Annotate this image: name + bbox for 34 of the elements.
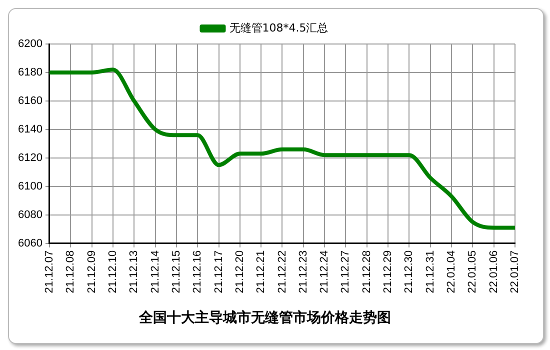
- y-tick-label: 6160: [18, 94, 42, 107]
- x-tick-label: 21.12.20: [234, 250, 246, 294]
- x-tick-label: 21.12.24: [318, 250, 331, 294]
- x-tick-label: 21.12.31: [424, 250, 436, 294]
- y-tick-label: 6120: [18, 152, 42, 164]
- x-tick-label: 21.12.13: [128, 250, 140, 294]
- x-tick-label: 21.12.14: [149, 250, 162, 294]
- x-tick-label: 21.12.27: [340, 250, 352, 294]
- y-tick-label: 6180: [18, 66, 42, 79]
- x-tick-label: 22.01.07: [509, 250, 522, 294]
- text: 全国十大主导城市无缝管市场价格走势图: [138, 309, 391, 326]
- y-tick-label: 6060: [18, 237, 42, 250]
- x-tick-label: 21.12.23: [297, 250, 310, 294]
- x-tick-label: 22.01.06: [488, 250, 500, 294]
- x-tick-label: 21.12.21: [255, 250, 268, 294]
- x-tick-label: 21.12.09: [86, 250, 98, 294]
- y-tick-label: 6200: [18, 38, 42, 50]
- y-tick-label: 6100: [18, 180, 42, 192]
- y-tick-label: 6080: [18, 208, 42, 221]
- line-series: [47, 68, 517, 230]
- legend-label: 无缝管108*4.5汇总: [229, 21, 328, 34]
- x-tick-label: 21.12.29: [382, 250, 394, 294]
- x-tick-label: 21.12.17: [212, 250, 225, 294]
- y-tick-label: 6140: [18, 123, 42, 136]
- x-tick-label: 21.12.07: [44, 250, 56, 294]
- x-tick-label: 21.12.22: [276, 250, 288, 294]
- x-tick-label: 21.12.16: [192, 250, 204, 294]
- x-tick-label: 21.12.10: [106, 250, 119, 294]
- x-tick-label: 21.12.30: [403, 250, 416, 294]
- x-tick-label: 21.12.08: [64, 250, 77, 294]
- x-tick-label: 22.01.04: [446, 250, 458, 294]
- x-tick-label: 21.12.15: [170, 250, 182, 294]
- x-tick-label: 21.12.28: [360, 250, 373, 294]
- x-tick-label: 22.01.05: [466, 250, 479, 294]
